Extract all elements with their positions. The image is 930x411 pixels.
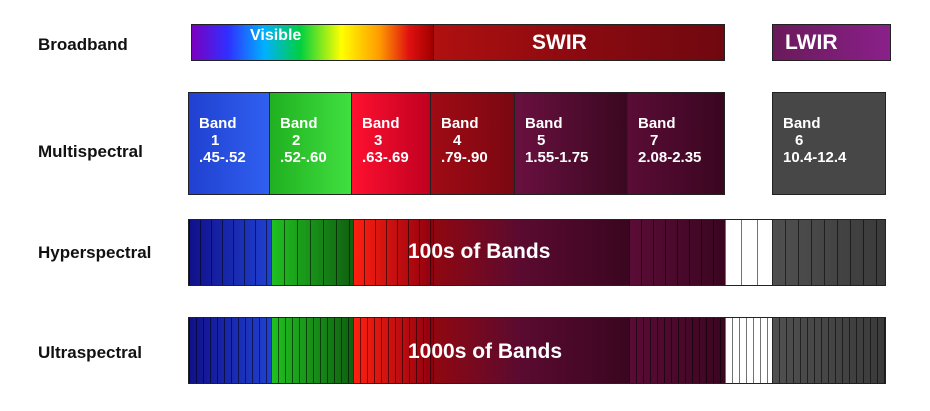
hyperspectral-segment-red: [353, 220, 433, 285]
band-1: Band 1 .45-.52: [188, 92, 270, 195]
ultraspectral-segment-swir: [433, 318, 629, 383]
band-7-range: 2.08-2.35: [638, 149, 702, 166]
broadband-lwir-bar: LWIR: [772, 24, 891, 61]
band-2-number: 2: [292, 132, 301, 149]
band-1-range: .45-.52: [199, 149, 246, 166]
band-5: Band 5 1.55-1.75: [514, 92, 628, 195]
row-label-hyperspectral: Hyperspectral: [38, 243, 152, 262]
band-4: Band 4 .79-.90: [430, 92, 515, 195]
ultraspectral-segment-gap: [725, 318, 772, 383]
hyperspectral-segment-swir: [433, 220, 629, 285]
hyperspectral-text: 100s of Bands: [408, 240, 551, 263]
ultraspectral-segment-lwir: [772, 318, 885, 383]
band-3: Band 3 .63-.69: [351, 92, 431, 195]
hyperspectral-strip: 100s of Bands: [188, 219, 886, 286]
band-3-range: .63-.69: [362, 149, 409, 166]
band-5-word: Band: [525, 115, 563, 132]
band-2-word: Band: [280, 115, 318, 132]
band-4-word: Band: [441, 115, 479, 132]
band-1-word: Band: [199, 115, 237, 132]
lwir-label: LWIR: [785, 31, 838, 54]
ultraspectral-segment-blue: [189, 318, 271, 383]
ultraspectral-segment-red: [353, 318, 433, 383]
band-7: Band 7 2.08-2.35: [627, 92, 725, 195]
ultraspectral-strip: 1000s of Bands: [188, 317, 886, 384]
swir-label: SWIR: [532, 31, 587, 54]
ultraspectral-text: 1000s of Bands: [408, 340, 563, 363]
band-2-range: .52-.60: [280, 149, 327, 166]
band-3-word: Band: [362, 115, 400, 132]
band-1-number: 1: [211, 132, 220, 149]
band-6: Band 6 10.4-12.4: [772, 92, 886, 195]
band-7-number: 7: [650, 132, 659, 149]
visible-label: Visible: [250, 27, 302, 44]
band-3-number: 3: [374, 132, 383, 149]
ultraspectral-segment-green: [271, 318, 353, 383]
row-label-multispectral: Multispectral: [38, 142, 143, 161]
band-5-range: 1.55-1.75: [525, 149, 589, 166]
band-4-range: .79-.90: [441, 149, 488, 166]
hyperspectral-segment-blue: [189, 220, 271, 285]
band-4-number: 4: [453, 132, 462, 149]
band-7-word: Band: [638, 115, 676, 132]
band-5-number: 5: [537, 132, 546, 149]
band-6-range: 10.4-12.4: [783, 149, 847, 166]
hyperspectral-segment-green: [271, 220, 353, 285]
broadband-visible-bar: Visible: [191, 24, 434, 61]
ultraspectral-segment-swir-2: [629, 318, 725, 383]
band-6-word: Band: [783, 115, 821, 132]
hyperspectral-segment-swir-2: [629, 220, 725, 285]
broadband-swir-bar: SWIR: [433, 24, 725, 61]
row-label-ultraspectral: Ultraspectral: [38, 343, 142, 362]
hyperspectral-segment-gap: [725, 220, 772, 285]
band-2: Band 2 .52-.60: [269, 92, 352, 195]
band-6-number: 6: [795, 132, 804, 149]
hyperspectral-segment-lwir: [772, 220, 885, 285]
row-label-broadband: Broadband: [38, 35, 128, 54]
